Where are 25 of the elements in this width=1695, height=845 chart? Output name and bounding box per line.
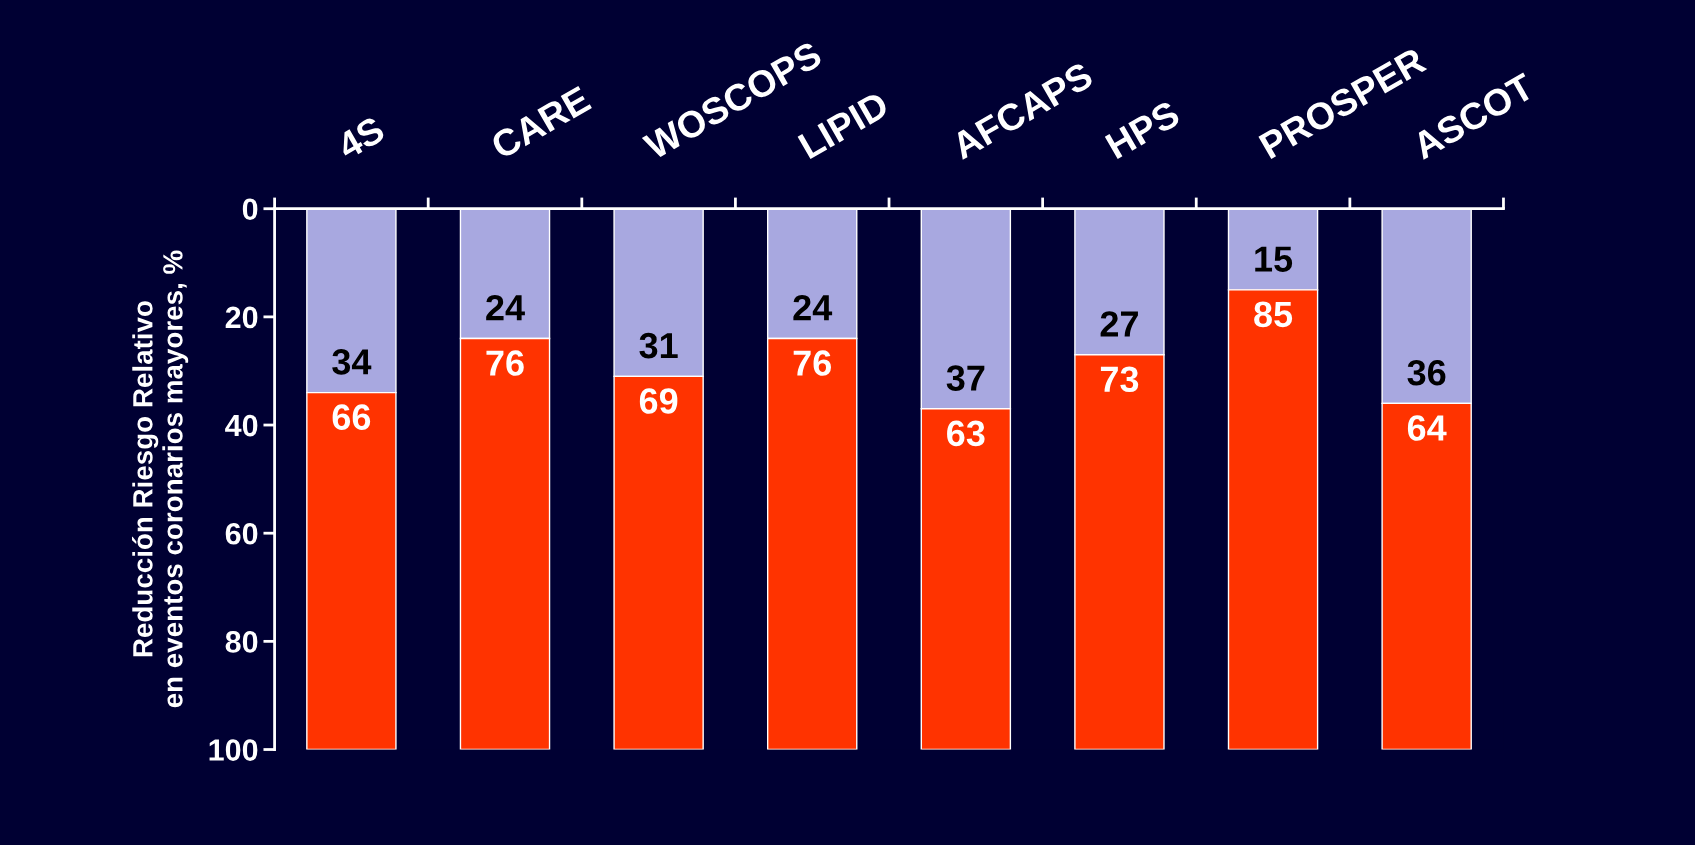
data-label: 31 (639, 332, 678, 359)
y-tick-label: 40 (225, 414, 258, 437)
data-label: 66 (332, 404, 371, 430)
data-label: 37 (946, 365, 985, 391)
y-tick-label: 60 (225, 522, 258, 545)
y-tick-label: 20 (225, 306, 258, 329)
data-label: 36 (1407, 359, 1446, 386)
data-label: 64 (1407, 415, 1447, 441)
x-tick-label: HPS (1104, 99, 1182, 160)
data-label: 73 (1100, 366, 1139, 393)
y-tick-label: 100 (209, 739, 258, 761)
y-tick-label: 80 (225, 631, 258, 653)
y-axis-title: Reducción Riesgo Relativo en eventos coronarios mayores, % (132, 250, 189, 708)
data-label: 24 (486, 294, 525, 321)
y-tick-label: 0 (242, 198, 258, 221)
data-label: 24 (793, 294, 833, 321)
data-label: 76 (793, 350, 831, 376)
data-label: 76 (486, 350, 524, 376)
data-label: 34 (332, 349, 372, 375)
x-tick-label: 4S (334, 115, 387, 161)
data-label: 63 (947, 420, 985, 447)
data-label: 15 (1255, 246, 1293, 272)
data-label: 69 (639, 388, 678, 414)
data-label: 85 (1254, 301, 1293, 328)
data-label: 27 (1100, 311, 1138, 337)
